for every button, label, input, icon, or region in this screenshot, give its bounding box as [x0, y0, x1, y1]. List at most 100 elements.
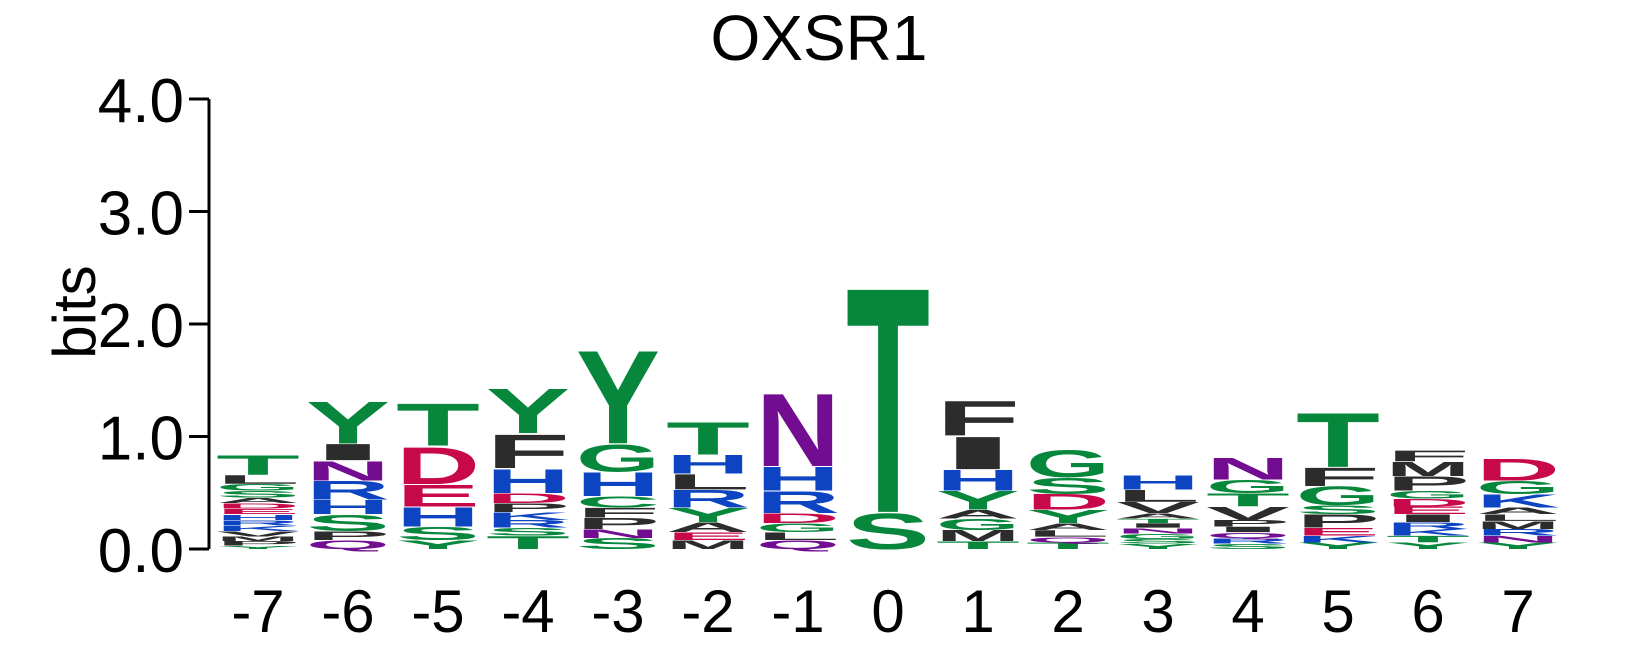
logo-letter-a: A: [216, 496, 300, 505]
logo-letter-r: R: [486, 518, 570, 530]
logo-letter-l: L: [1476, 512, 1560, 522]
logo-letter-m: M: [216, 536, 300, 543]
logo-letter-q: Q: [306, 538, 390, 552]
logo-letter-f: F: [1386, 447, 1470, 464]
x-tick-label: -1: [771, 578, 824, 645]
logo-letter-n: N: [576, 526, 660, 540]
logo-letter-c: C: [576, 493, 660, 510]
logo-letter-d: D: [1386, 496, 1470, 508]
logo-letter-e: E: [396, 479, 480, 514]
logo-letter-t: T: [1296, 397, 1380, 484]
logo-letter-h: H: [1116, 471, 1200, 494]
logo-letter-y: Y: [396, 538, 480, 552]
logo-letter-r: R: [666, 485, 750, 513]
logo-letter-f: F: [576, 505, 660, 521]
logo-letter-k: K: [1386, 527, 1470, 537]
logo-letter-d: D: [1026, 490, 1110, 514]
logo-letter-n: N: [1476, 534, 1560, 544]
logo-letter-e: E: [666, 530, 750, 542]
x-tick-label: 6: [1411, 578, 1444, 645]
logo-letter-p: P: [1296, 511, 1380, 532]
logo-letter-g: G: [216, 482, 300, 492]
logo-letter-y: Y: [936, 486, 1020, 515]
logo-letter-h: H: [486, 462, 570, 500]
logo-letter-g: G: [1206, 476, 1290, 497]
logo-letter-s: S: [1116, 538, 1200, 545]
logo-letter-s: S: [216, 489, 300, 499]
x-tick-label: 5: [1321, 578, 1354, 645]
x-tick-label: 3: [1141, 578, 1174, 645]
logo-letter-p: P: [576, 515, 660, 532]
x-tick-label: -5: [411, 578, 464, 645]
logo-letter-r: R: [216, 518, 300, 527]
y-axis-label: bits: [41, 265, 108, 358]
logo-letter-e: E: [1386, 504, 1470, 516]
logo-letter-a: A: [1026, 522, 1110, 532]
y-tick-label: 1.0: [98, 405, 184, 474]
logo-letter-h: H: [306, 496, 390, 519]
logo-letter-f: F: [486, 425, 570, 479]
logo-letter-r: R: [1476, 527, 1560, 537]
logo-letter-t: T: [1026, 541, 1110, 551]
x-tick-label: -6: [321, 578, 374, 645]
logo-letter-a: A: [1476, 506, 1560, 516]
logo-letter-t: T: [1206, 489, 1290, 510]
logo-letter-t: T: [396, 391, 480, 459]
logo-letter-p: P: [1386, 472, 1470, 495]
logo-letter-l: L: [1116, 486, 1200, 505]
logo-letter-g: G: [936, 516, 1020, 533]
logo-letter-m: M: [1386, 458, 1470, 480]
logo-letter-r: R: [756, 485, 840, 520]
logo-letter-q: Q: [1206, 531, 1290, 540]
logo-letter-i: I: [1386, 512, 1470, 524]
logo-letter-f: F: [1296, 462, 1380, 492]
logo-letter-t: T: [486, 532, 570, 553]
logo-letter-s: S: [306, 510, 390, 536]
logo-letter-g: G: [1476, 477, 1560, 498]
logo-letter-h: H: [666, 450, 750, 479]
logo-letter-d: D: [1476, 453, 1560, 488]
logo-letter-l: L: [756, 530, 840, 542]
logo-letter-n: N: [1116, 526, 1200, 535]
y-tick-label: 2.0: [98, 292, 184, 361]
logo-letter-s: S: [846, 503, 930, 560]
logo-letter-n: N: [756, 372, 840, 488]
logo-letter-i: I: [1206, 525, 1290, 534]
logo-letter-r: R: [1206, 536, 1290, 545]
logo-letter-a: A: [936, 507, 1020, 521]
logo-letter-q: Q: [1026, 535, 1110, 544]
logo-letter-g: G: [576, 437, 660, 480]
logo-letter-v: V: [216, 530, 300, 539]
logo-letter-t: T: [846, 219, 930, 581]
y-tick-label: 0.0: [98, 517, 184, 586]
logo-letter-s: S: [1026, 473, 1110, 499]
y-axis-ticks: 0.0 1.0 2.0 3.0 4.0: [98, 67, 209, 586]
logo-letter-y: Y: [216, 545, 300, 550]
x-axis-ticks: -7 -6 -5 -4 -3 -2 -1 0 1 2 3 4 5 6 7: [231, 578, 1534, 645]
logo-letter-t: T: [936, 539, 1020, 551]
chart-title: OXSR1: [711, 2, 928, 74]
logo-letter-p: P: [486, 501, 570, 515]
logo-letter-v: V: [1206, 503, 1290, 524]
x-tick-label: -4: [501, 578, 554, 645]
logo-letter-l: L: [216, 473, 300, 487]
logo-letter-p: P: [1206, 518, 1290, 528]
logo-letter-g: G: [756, 521, 840, 535]
logo-letter-n: N: [306, 455, 390, 486]
x-tick-label: -3: [591, 578, 644, 645]
logo-letter-m: M: [666, 538, 750, 552]
logo-letter-d: D: [486, 490, 570, 506]
